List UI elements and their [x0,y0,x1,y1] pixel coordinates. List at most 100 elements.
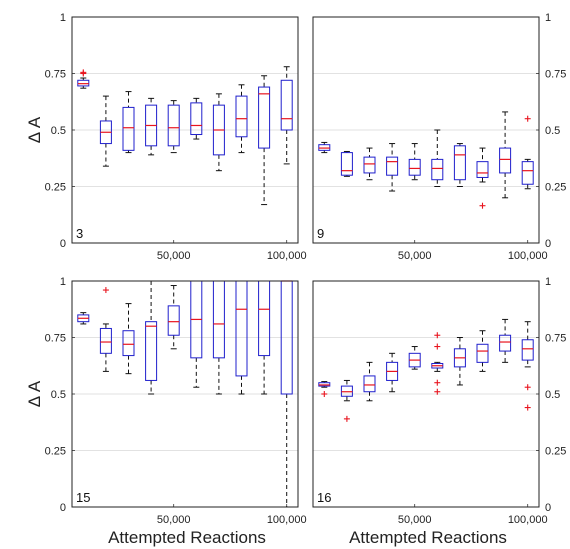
y-tick-label: 0.25 [545,446,566,458]
box-5 [190,280,203,388]
box-7 [235,84,248,154]
y-tick-label: 1 [545,12,551,24]
x-tick-label: 50,000 [398,250,432,262]
box-iqr [431,158,444,181]
box-iqr [145,321,158,381]
box-iqr [453,145,466,181]
box-iqr [122,106,135,151]
box-iqr [235,280,248,377]
outlier-marker [434,343,441,350]
x-tick-label: 50,000 [157,250,191,262]
outlier-marker [321,391,328,397]
outlier-marker [80,70,87,77]
box-iqr [363,375,376,393]
box-6 [453,143,466,187]
panel-label: 9 [317,226,324,241]
box-3 [386,352,399,393]
panel-label: 16 [317,490,331,505]
box-5 [431,332,444,395]
box-4 [167,285,180,350]
box-iqr [258,280,271,357]
box-0 [77,312,90,325]
box-9 [521,321,534,411]
box-5 [190,97,203,140]
x-tick-label: 100,000 [508,514,548,526]
outlier-marker [479,202,486,209]
y-tick-label: 0 [545,238,551,250]
box-iqr [99,327,112,354]
y-tick-label: 0 [60,238,66,250]
y-tick-label: 1 [60,276,66,288]
outlier-marker [434,379,441,386]
box-2 [363,361,376,402]
y-tick-label: 0 [60,502,66,514]
y-axis-title: Δ A [25,116,44,143]
x-tick-label: 50,000 [157,514,191,526]
box-8 [499,318,512,363]
box-0 [77,69,90,89]
box-2 [363,147,376,181]
y-tick-label: 0.5 [545,389,560,401]
box-1 [340,379,353,422]
box-8 [499,111,512,199]
box-9 [280,280,293,508]
box-9 [280,66,293,165]
box-iqr [212,280,225,359]
x-tick-label: 100,000 [267,250,307,262]
box-iqr [499,147,512,174]
box-iqr [521,339,534,361]
box-0 [318,381,331,397]
y-tick-label: 0.5 [545,125,560,137]
box-iqr [190,102,203,136]
y-tick-label: 0.25 [45,182,66,194]
box-iqr [235,95,248,138]
box-4 [408,143,421,181]
outlier-marker [524,115,531,122]
x-axis-title: Attempted Reactions [349,528,507,547]
x-tick-label: 100,000 [267,514,307,526]
outlier-marker [434,332,441,339]
box-1 [99,95,112,167]
x-tick-label: 50,000 [398,514,432,526]
y-tick-label: 0 [545,502,551,514]
y-axis-title: Δ A [25,380,44,407]
box-2 [122,303,135,375]
panel-16: 0 0.25 0.5 0.75 1 50,000 100,000 16 Attempted Re… [312,276,566,547]
panel-15: 0 0.25 0.5 0.75 1 50,000 100,000 15 Δ A Attempted… [25,276,307,547]
box-iqr [476,161,489,178]
box-2 [122,91,135,154]
outlier-marker [434,388,441,395]
panel-3: 0 0.25 0.5 0.75 1 50,000 100,000 3 Δ A [25,12,307,262]
x-tick-label: 100,000 [508,250,548,262]
outlier-marker [102,287,109,294]
box-6 [453,337,466,386]
y-tick-label: 0.25 [45,446,66,458]
box-3 [145,97,158,156]
panel-frame [312,280,540,508]
box-4 [408,346,421,370]
box-9 [521,115,534,190]
y-tick-label: 1 [60,12,66,24]
box-1 [340,150,353,177]
box-iqr [340,152,353,176]
box-8 [258,75,271,206]
panel-frame [71,16,299,244]
box-6 [212,93,225,172]
y-tick-label: 0.75 [45,69,66,81]
y-tick-label: 0.75 [545,333,566,345]
outlier-marker [524,404,531,411]
box-iqr [476,343,489,363]
panel-label: 15 [76,490,90,505]
box-iqr [122,330,135,357]
y-tick-label: 1 [545,276,551,288]
panel-frame [312,16,540,244]
box-iqr [258,86,271,149]
box-iqr [167,104,180,147]
panel-label: 3 [76,226,83,241]
outlier-marker [524,384,531,391]
box-4 [167,100,180,154]
box-1 [99,287,112,372]
box-iqr [408,158,421,176]
box-7 [476,330,489,372]
